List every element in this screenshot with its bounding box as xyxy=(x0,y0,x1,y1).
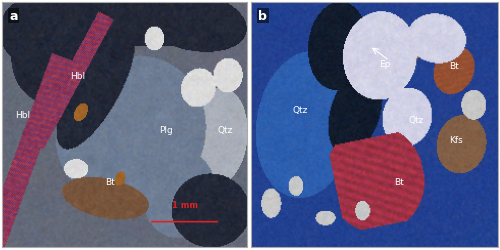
Text: Qtz: Qtz xyxy=(409,116,424,124)
Text: Bt: Bt xyxy=(448,62,458,71)
Text: 1 mm: 1 mm xyxy=(172,200,198,209)
Text: Ep: Ep xyxy=(378,59,390,68)
Text: Kfs: Kfs xyxy=(449,135,463,144)
Text: Qtz: Qtz xyxy=(218,126,232,134)
Text: Bt: Bt xyxy=(105,177,115,186)
Text: b: b xyxy=(258,10,268,23)
Text: Plg: Plg xyxy=(160,126,173,134)
Text: a: a xyxy=(10,10,18,23)
Text: Qtz: Qtz xyxy=(292,106,308,115)
Text: Bt: Bt xyxy=(394,177,404,186)
Text: Hbl: Hbl xyxy=(70,72,86,80)
Text: Hbl: Hbl xyxy=(16,111,30,120)
